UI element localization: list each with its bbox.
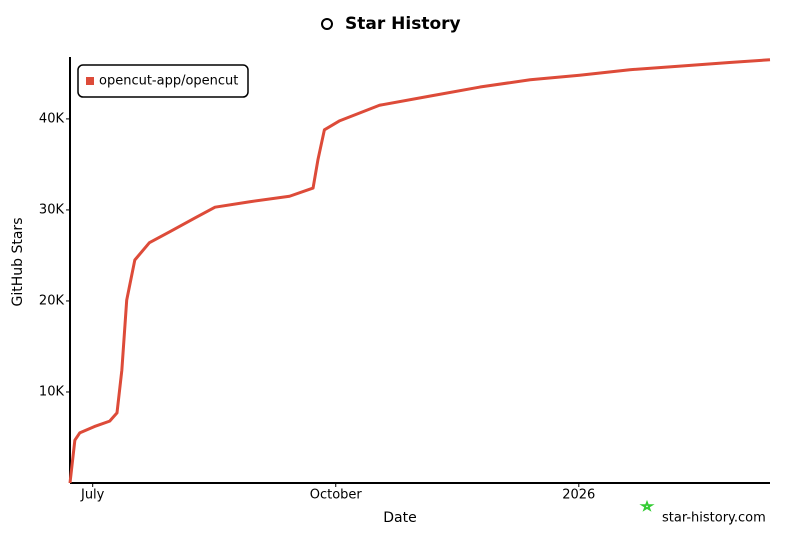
legend-swatch xyxy=(86,77,94,85)
x-tick-label: July xyxy=(80,488,105,503)
y-tick-label: 20K xyxy=(39,293,65,308)
y-tick-label: 40K xyxy=(39,111,65,126)
y-tick-label: 30K xyxy=(39,202,65,217)
title-icon xyxy=(321,18,333,30)
watermark: star-history.com xyxy=(662,511,766,526)
line xyxy=(68,58,771,484)
legend-box xyxy=(77,64,249,98)
watermark-icon xyxy=(639,499,655,512)
chart-title: Star History xyxy=(345,14,461,34)
y-axis-title: GitHub Stars xyxy=(10,218,26,307)
x-axis-title: Date xyxy=(383,510,416,526)
y-tick-label: 10K xyxy=(39,384,65,399)
legend-label: opencut-app/opencut xyxy=(99,74,238,89)
x-tick-label: 2026 xyxy=(562,488,595,503)
x-tick-label: October xyxy=(310,488,363,503)
